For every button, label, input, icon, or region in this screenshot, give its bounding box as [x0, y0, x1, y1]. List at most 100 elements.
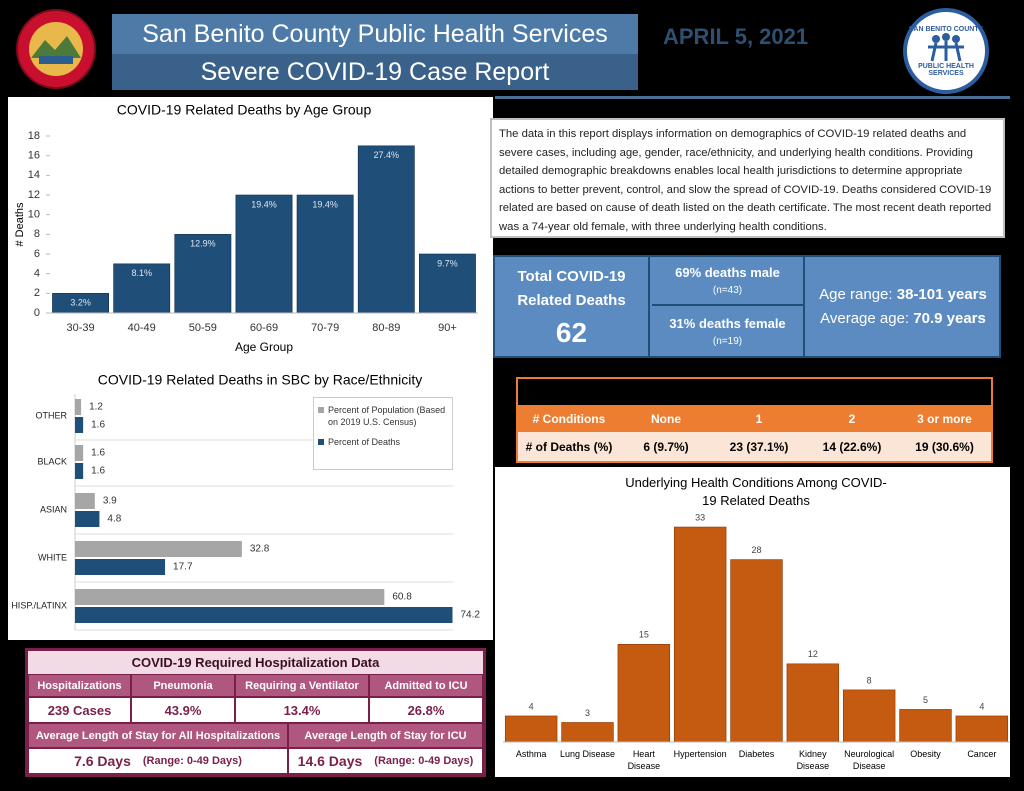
- stay-days: 14.6 Days: [297, 753, 363, 769]
- x-tick-label: 70-79: [311, 322, 339, 334]
- x-axis-label: Age Group: [235, 340, 293, 354]
- y-tick-label: 0: [34, 307, 40, 319]
- hospitalization-title: COVID-19 Required Hospitalization Data: [28, 651, 483, 674]
- value-label: 60.8: [392, 592, 412, 603]
- table-header-cell: Average Length of Stay for All Hospitali…: [28, 723, 288, 748]
- total-value: 62: [555, 316, 588, 348]
- county-logo: [16, 9, 96, 89]
- table-cell: 7.6 Days (Range: 0-49 Days): [28, 748, 288, 774]
- x-tick-label: Kidney Disease: [796, 749, 830, 771]
- value-label: 1.6: [91, 420, 105, 431]
- bar: [955, 715, 1009, 743]
- value-label: 19.4%: [312, 199, 338, 209]
- logo-text: PUBLIC HEALTH SERVICES: [918, 62, 974, 77]
- bar: [673, 526, 727, 743]
- value-label: 9.7%: [437, 258, 458, 268]
- total-box: Total COVID-19 Related Deaths 62: [495, 257, 650, 356]
- table-header-cell: # Conditions: [518, 405, 620, 432]
- bar: [617, 643, 671, 743]
- x-tick-label: 40-49: [128, 322, 156, 334]
- y-tick-label: 12: [28, 189, 40, 201]
- y-tick-label: 16: [28, 150, 40, 162]
- female-label: 31% deaths female: [669, 315, 786, 331]
- total-label: Total COVID-19 Related Deaths: [517, 267, 626, 309]
- age-range: Age range: 38-101 years: [819, 283, 987, 307]
- y-tick-label: HISP./LATINX: [11, 600, 67, 610]
- y-tick-label: 10: [28, 209, 40, 221]
- bar: [75, 541, 242, 557]
- bar: [113, 263, 171, 314]
- bar: [561, 722, 614, 743]
- health-logo: SAN BENITO COUNTY PUBLIC HEALTH SERVICES: [903, 8, 989, 94]
- value-label: 27.4%: [374, 150, 400, 160]
- bar: [75, 493, 95, 509]
- value-label: 17.7: [173, 562, 193, 573]
- bar: [899, 709, 952, 743]
- y-axis-label: # Deaths: [14, 202, 26, 247]
- x-tick-label: Asthma: [515, 749, 547, 759]
- male-n: (n=43): [712, 285, 743, 296]
- y-tick-label: 6: [34, 248, 40, 260]
- age-box: Age range: 38-101 years Average age: 70.…: [807, 257, 999, 356]
- x-tick-label: Cancer: [967, 749, 997, 759]
- bar: [75, 417, 84, 433]
- bar: [75, 445, 84, 461]
- bar: [504, 715, 558, 743]
- x-tick-label: Obesity: [910, 749, 941, 759]
- table-header-cell: 1: [712, 405, 806, 432]
- value-label: 8: [867, 675, 872, 685]
- bar: [235, 194, 293, 314]
- logo-figures: [928, 32, 964, 61]
- average-age-value: 70.9 years: [913, 309, 986, 327]
- stay-range: (Range: 0-49 Days): [142, 755, 242, 767]
- y-tick-label: BLACK: [37, 456, 67, 466]
- summary-panel: [493, 255, 1001, 358]
- table-cell: 14.6 Days (Range: 0-49 Days): [288, 748, 483, 774]
- x-tick-label: 50-59: [189, 322, 217, 334]
- male-label: 69% deaths male: [675, 265, 780, 280]
- bar: [75, 559, 166, 575]
- table-cell: 6 (9.7%): [620, 432, 712, 461]
- value-label: 33: [695, 512, 705, 522]
- header-title: San Benito County Public Health Services: [112, 14, 638, 54]
- y-tick-label: WHITE: [38, 552, 67, 562]
- report-date: APRIL 5, 2021: [663, 24, 809, 49]
- average-age: Average age: 70.9 years: [820, 307, 986, 331]
- description: The data in this report displays informa…: [490, 118, 1005, 238]
- value-label: 8.1%: [131, 268, 152, 278]
- value-label: 4: [529, 701, 534, 711]
- value-label: 4.8: [107, 514, 121, 525]
- x-tick-label: Neurological Disease: [844, 749, 895, 771]
- table-cell: 23 (37.1%): [712, 432, 806, 461]
- legend: Percent of Population (Based on 2019 U.S…: [313, 397, 453, 470]
- legend-swatch: [318, 439, 324, 445]
- value-label: 5: [923, 695, 928, 705]
- value-label: 4: [979, 701, 984, 711]
- bar: [75, 463, 84, 479]
- bar: [296, 194, 354, 314]
- value-label: 12: [808, 649, 818, 659]
- bar: [786, 663, 840, 743]
- value-label: 12.9%: [190, 239, 216, 249]
- bar: [75, 511, 100, 527]
- value-label: 3.9: [103, 496, 117, 507]
- x-tick-label: 60-69: [250, 322, 278, 334]
- y-tick-label: 4: [34, 268, 40, 280]
- bar: [75, 399, 82, 415]
- y-tick-label: OTHER: [36, 410, 68, 420]
- value-label: 1.6: [91, 466, 105, 477]
- legend-entry: Percent of Population (Based on 2019 U.S…: [318, 404, 448, 428]
- y-tick-label: 18: [28, 130, 40, 142]
- value-label: 19.4%: [251, 199, 277, 209]
- y-tick-label: 2: [34, 287, 40, 299]
- x-tick-label: 80-89: [372, 322, 400, 334]
- table-header-cell: None: [620, 405, 712, 432]
- table-cell: 14 (22.6%): [806, 432, 898, 461]
- bar: [75, 607, 453, 623]
- bar: [419, 253, 476, 314]
- female-n: (n=19): [712, 335, 743, 347]
- legend-entry: Percent of Deaths: [318, 436, 448, 448]
- value-label: 28: [751, 545, 761, 555]
- x-tick-label: Heart Disease: [627, 749, 661, 771]
- table-header-cell: Admitted to ICU: [369, 674, 483, 697]
